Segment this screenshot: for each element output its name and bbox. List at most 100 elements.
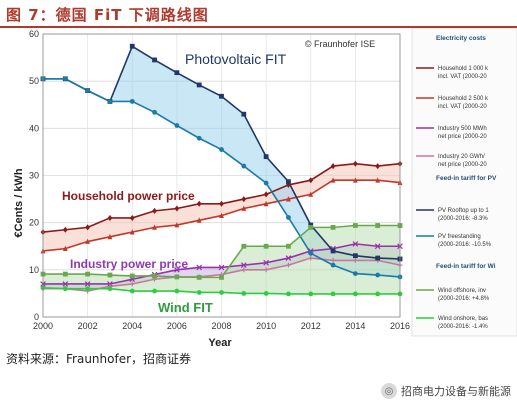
data-point	[85, 286, 91, 292]
data-point	[129, 43, 135, 49]
data-point	[330, 291, 336, 297]
data-point	[352, 160, 358, 167]
data-point	[352, 291, 358, 297]
annotation-wind: Wind FIT	[158, 300, 213, 315]
legend-entry: net price (2000-20	[438, 162, 487, 168]
data-point	[375, 177, 381, 183]
x-axis-label: Year	[208, 337, 232, 346]
watermark-label: 招商电力设备与新能源	[401, 385, 511, 398]
plot-frame	[42, 33, 401, 318]
data-point	[330, 177, 336, 183]
data-point	[152, 207, 157, 214]
data-point	[285, 255, 292, 261]
data-point	[263, 267, 269, 273]
x-tick-label: 2012	[301, 321, 321, 331]
data-point	[196, 217, 202, 223]
data-point	[263, 180, 269, 186]
legend-entry: Industry 20 GWh/	[438, 154, 485, 160]
data-point	[219, 212, 224, 218]
y-axis-label: €Cents / kWh	[13, 168, 25, 237]
wechat-icon: ◎	[381, 383, 397, 399]
data-point	[263, 259, 269, 266]
data-point	[174, 288, 180, 294]
data-point	[174, 274, 180, 280]
data-point	[62, 271, 68, 277]
data-point	[240, 262, 247, 268]
data-point	[129, 288, 135, 294]
x-tick-label: 2008	[211, 321, 231, 331]
data-point	[330, 258, 336, 263]
data-point	[308, 291, 314, 297]
data-point	[62, 286, 68, 292]
data-point	[375, 272, 381, 278]
legend-entry: (2000-2016: -10.5%	[438, 242, 492, 248]
data-point	[286, 215, 291, 220]
legend-entry: (2000-2016: -8.3%	[438, 216, 488, 222]
watermark: ◎ 招商电力设备与新能源	[381, 383, 511, 399]
data-point	[62, 226, 68, 233]
source-note: 资料来源：Fraunhofer，招商证券	[6, 352, 192, 366]
x-tick-label: 2006	[167, 321, 187, 331]
legend-entry: PV freestanding	[438, 234, 481, 240]
y-tick-label: 20	[29, 218, 39, 228]
data-point	[241, 163, 247, 169]
data-point	[375, 223, 381, 228]
data-point	[174, 222, 180, 228]
data-point	[374, 243, 381, 250]
y-tick-label: 30	[29, 171, 39, 181]
data-point	[84, 281, 91, 287]
legend-entry: incl. VAT (2000-20	[438, 74, 487, 80]
data-point	[196, 135, 202, 141]
data-point	[286, 181, 291, 188]
data-point	[241, 111, 247, 117]
data-point	[352, 223, 358, 228]
data-point	[129, 273, 135, 279]
data-point	[263, 243, 269, 249]
data-point	[352, 253, 358, 259]
data-point	[152, 273, 157, 279]
data-point	[196, 274, 202, 280]
legend-entry: Household 1 000 k	[438, 66, 489, 72]
legend-header: Electricity costs	[436, 35, 486, 42]
legend-entry: incl. VAT (2000-20	[438, 104, 487, 110]
legend-entry: Wind onshore, bas	[438, 316, 488, 322]
fit-chart: 0 10 20 30 40 50 60 2000 2002 2004 2006 2008 2010 201…	[0, 28, 517, 346]
legend-frame	[411, 28, 517, 337]
data-point	[129, 214, 135, 221]
data-point	[129, 281, 135, 287]
data-point	[352, 271, 358, 277]
data-point	[219, 93, 224, 99]
data-point	[152, 57, 157, 63]
data-point	[152, 224, 157, 230]
axes: 0 10 20 30 40 50 60 2000 2002 2004 2006 2008 2010 201…	[29, 29, 410, 331]
y-tick-label: 0	[34, 312, 39, 322]
data-point	[308, 250, 314, 256]
legend-entry: Wind offshore, inv	[438, 288, 486, 294]
band-household	[43, 163, 400, 251]
data-point	[219, 274, 224, 280]
data-point	[196, 264, 203, 271]
data-point	[352, 258, 358, 263]
data-point	[352, 241, 359, 247]
x-tick-label: 2016	[390, 321, 410, 331]
data-point	[241, 196, 247, 203]
data-point	[286, 243, 291, 249]
data-point	[107, 214, 113, 221]
legend-entry: Household 2 500 k	[438, 96, 489, 102]
legend-entry: net price (2000-20	[438, 134, 487, 140]
data-point	[218, 264, 225, 271]
data-point	[330, 262, 336, 268]
data-point	[196, 200, 202, 207]
data-point	[219, 290, 224, 295]
y-tick-label: 60	[29, 29, 39, 39]
data-point	[375, 291, 381, 297]
data-point	[107, 286, 113, 292]
data-point	[174, 267, 180, 273]
data-point	[308, 224, 314, 230]
data-point	[174, 123, 180, 128]
x-tick-label: 2000	[33, 321, 53, 331]
data-point	[263, 291, 269, 296]
annotation-household: Household power price	[62, 189, 195, 203]
data-point	[152, 288, 157, 294]
legend: Electricity costs Feed-in tariff for PV Fe…	[411, 28, 517, 337]
